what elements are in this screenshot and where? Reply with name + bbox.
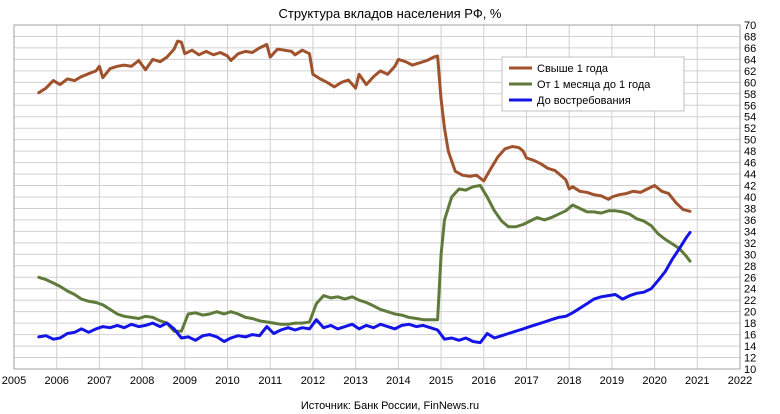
legend-label-1: От 1 месяца до 1 года bbox=[537, 79, 651, 91]
y-tick-label: 34 bbox=[744, 226, 756, 238]
y-tick-label: 50 bbox=[744, 135, 756, 147]
legend-box bbox=[501, 56, 685, 112]
legend-label-2: До востребования bbox=[537, 95, 631, 107]
y-tick-label: 14 bbox=[744, 341, 756, 353]
y-tick-label: 52 bbox=[744, 123, 756, 135]
chart-source: Источник: Банк России, FinNews.ru bbox=[301, 400, 479, 412]
y-tick-label: 44 bbox=[744, 169, 756, 181]
y-tick-label: 20 bbox=[744, 307, 756, 319]
x-tick-label: 2005 bbox=[2, 375, 26, 387]
legend-label-0: Свыше 1 года bbox=[537, 63, 609, 75]
y-tick-label: 66 bbox=[744, 43, 756, 55]
y-tick-label: 28 bbox=[744, 261, 756, 273]
x-tick-label: 2011 bbox=[258, 375, 282, 387]
y-tick-label: 64 bbox=[744, 54, 756, 66]
x-tick-label: 2010 bbox=[215, 375, 239, 387]
y-tick-label: 58 bbox=[744, 89, 756, 101]
y-tick-label: 60 bbox=[744, 77, 756, 89]
x-tick-label: 2018 bbox=[557, 375, 581, 387]
y-tick-label: 54 bbox=[744, 112, 756, 124]
chart-title: Структура вкладов населения РФ, % bbox=[279, 6, 502, 21]
x-tick-label: 2013 bbox=[343, 375, 367, 387]
y-tick-label: 42 bbox=[744, 181, 756, 193]
y-tick-label: 62 bbox=[744, 66, 756, 78]
plot-frame bbox=[13, 24, 741, 370]
y-tick-label: 22 bbox=[744, 295, 756, 307]
y-tick-label: 18 bbox=[744, 318, 756, 330]
x-tick-label: 2006 bbox=[44, 375, 68, 387]
series-line-1 bbox=[37, 184, 692, 333]
axis-layer: 1012141618202224262830323436384042444648… bbox=[2, 20, 756, 387]
x-tick-label: 2012 bbox=[301, 375, 325, 387]
x-tick-label: 2008 bbox=[130, 375, 154, 387]
y-tick-label: 30 bbox=[744, 249, 756, 261]
y-tick-label: 26 bbox=[744, 272, 756, 284]
x-tick-label: 2020 bbox=[642, 375, 666, 387]
y-tick-label: 16 bbox=[744, 330, 756, 342]
x-tick-label: 2019 bbox=[600, 375, 624, 387]
y-tick-label: 40 bbox=[744, 192, 756, 204]
y-tick-label: 32 bbox=[744, 238, 756, 250]
x-tick-label: 2009 bbox=[173, 375, 197, 387]
y-tick-label: 46 bbox=[744, 158, 756, 170]
x-tick-label: 2007 bbox=[87, 375, 111, 387]
y-tick-label: 56 bbox=[744, 100, 756, 112]
y-tick-label: 24 bbox=[744, 284, 756, 296]
y-tick-label: 36 bbox=[744, 215, 756, 227]
y-tick-label: 12 bbox=[744, 353, 756, 365]
y-tick-label: 68 bbox=[744, 31, 756, 43]
y-tick-label: 38 bbox=[744, 203, 756, 215]
y-tick-label: 70 bbox=[744, 20, 756, 32]
x-tick-label: 2016 bbox=[472, 375, 496, 387]
x-tick-label: 2014 bbox=[386, 375, 410, 387]
y-tick-label: 10 bbox=[744, 364, 756, 376]
x-tick-label: 2017 bbox=[514, 375, 538, 387]
y-tick-label: 48 bbox=[744, 146, 756, 158]
series-layer bbox=[37, 39, 692, 345]
series-line-0 bbox=[37, 39, 692, 213]
chart-legend: Свыше 1 года От 1 месяца до 1 года До вост… bbox=[501, 56, 685, 112]
x-tick-label: 2015 bbox=[429, 375, 453, 387]
x-tick-label: 2022 bbox=[728, 375, 752, 387]
series-line-2 bbox=[37, 231, 692, 345]
x-tick-label: 2021 bbox=[685, 375, 709, 387]
